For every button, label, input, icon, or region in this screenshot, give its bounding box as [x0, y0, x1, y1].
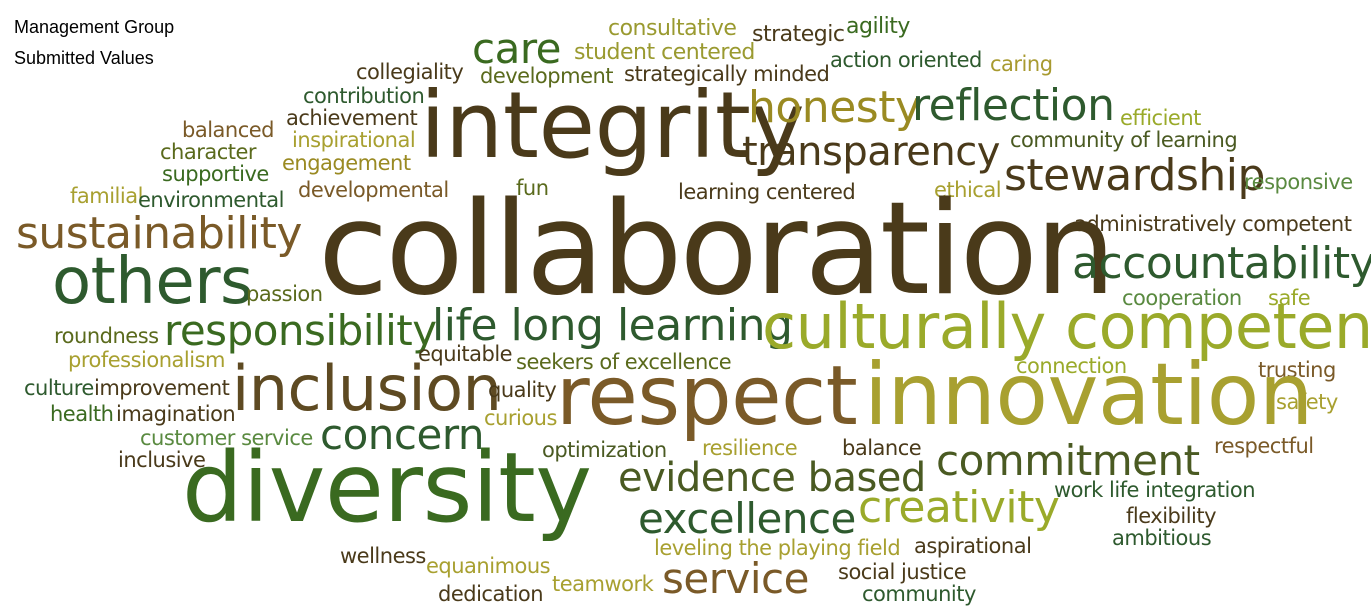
word: service — [662, 554, 809, 603]
word: equitable — [418, 342, 513, 366]
word: work life integration — [1054, 478, 1256, 502]
word: passion — [246, 282, 323, 306]
word: health — [50, 402, 114, 426]
word: balanced — [182, 118, 275, 142]
word: safety — [1276, 390, 1338, 414]
word: fun — [516, 176, 549, 200]
word: respectful — [1214, 434, 1314, 458]
word: consultative — [608, 16, 737, 41]
word: quality — [488, 378, 557, 402]
word: aspirational — [914, 534, 1032, 558]
word: familial — [70, 184, 143, 208]
word: reflection — [912, 80, 1115, 131]
word: culturally competent — [762, 290, 1371, 363]
word: stewardship — [1004, 150, 1265, 201]
word: curious — [484, 406, 557, 430]
word: transparency — [742, 129, 1000, 175]
word: caring — [990, 52, 1053, 76]
word: flexibility — [1126, 504, 1217, 528]
word: wellness — [340, 544, 426, 568]
word: ethical — [934, 178, 1002, 202]
word: community of learning — [1010, 128, 1238, 152]
word: customer service — [140, 426, 313, 450]
word: safe — [1268, 286, 1311, 310]
word: culture — [24, 376, 94, 400]
word: care — [472, 24, 562, 73]
word: optimization — [542, 438, 667, 462]
word: responsive — [1244, 170, 1353, 194]
word: respect — [556, 349, 858, 444]
word: evidence based — [618, 455, 926, 501]
word: character — [160, 140, 257, 164]
word: inclusion — [232, 352, 502, 425]
word: developmental — [298, 178, 449, 202]
title-line-2: Submitted Values — [14, 48, 154, 68]
word: collaboration — [318, 175, 1116, 324]
word: commitment — [936, 436, 1200, 485]
word: dedication — [438, 582, 544, 606]
word: life long learning — [432, 300, 793, 351]
word: agility — [846, 14, 910, 39]
word: seekers of excellence — [516, 350, 732, 374]
word: inspirational — [292, 128, 416, 152]
word: innovation — [864, 345, 1313, 445]
word: professionalism — [68, 348, 225, 372]
word: equanimous — [426, 554, 551, 578]
word: excellence — [638, 494, 856, 543]
word: social justice — [838, 560, 967, 584]
word: learning centered — [678, 180, 856, 204]
word: creativity — [858, 482, 1060, 533]
word: trusting — [1258, 358, 1336, 382]
word: collegiality — [356, 60, 464, 84]
word: diversity — [182, 432, 592, 544]
word: improvement — [94, 376, 230, 400]
word: action oriented — [830, 48, 982, 72]
word: others — [52, 245, 253, 319]
word: community — [862, 582, 976, 606]
word: leveling the playing field — [654, 536, 901, 560]
word: responsibility — [164, 306, 437, 355]
word: development — [480, 64, 614, 88]
word: sustainability — [16, 208, 302, 259]
word: engagement — [282, 151, 411, 175]
word: supportive — [162, 162, 269, 186]
word: connection — [1016, 354, 1127, 378]
word: achievement — [286, 106, 418, 130]
word: efficient — [1120, 106, 1201, 130]
word: concern — [320, 410, 485, 459]
word: roundness — [54, 324, 159, 348]
word: contribution — [303, 84, 425, 108]
word: administratively competent — [1074, 212, 1352, 236]
word: environmental — [138, 188, 284, 212]
word: balance — [842, 436, 922, 460]
word: student centered — [574, 40, 755, 65]
word: imagination — [116, 402, 236, 426]
word: honesty — [748, 82, 921, 133]
word: resilience — [702, 436, 798, 460]
word: strategically minded — [624, 62, 830, 86]
word: ambitious — [1112, 526, 1212, 550]
word: teamwork — [552, 572, 654, 596]
word: accountability — [1072, 238, 1371, 289]
title-line-1: Management Group — [14, 17, 175, 37]
word: cooperation — [1122, 286, 1242, 310]
word: inclusive — [118, 448, 206, 472]
word: strategic — [752, 22, 845, 47]
word: integrity — [420, 72, 805, 179]
